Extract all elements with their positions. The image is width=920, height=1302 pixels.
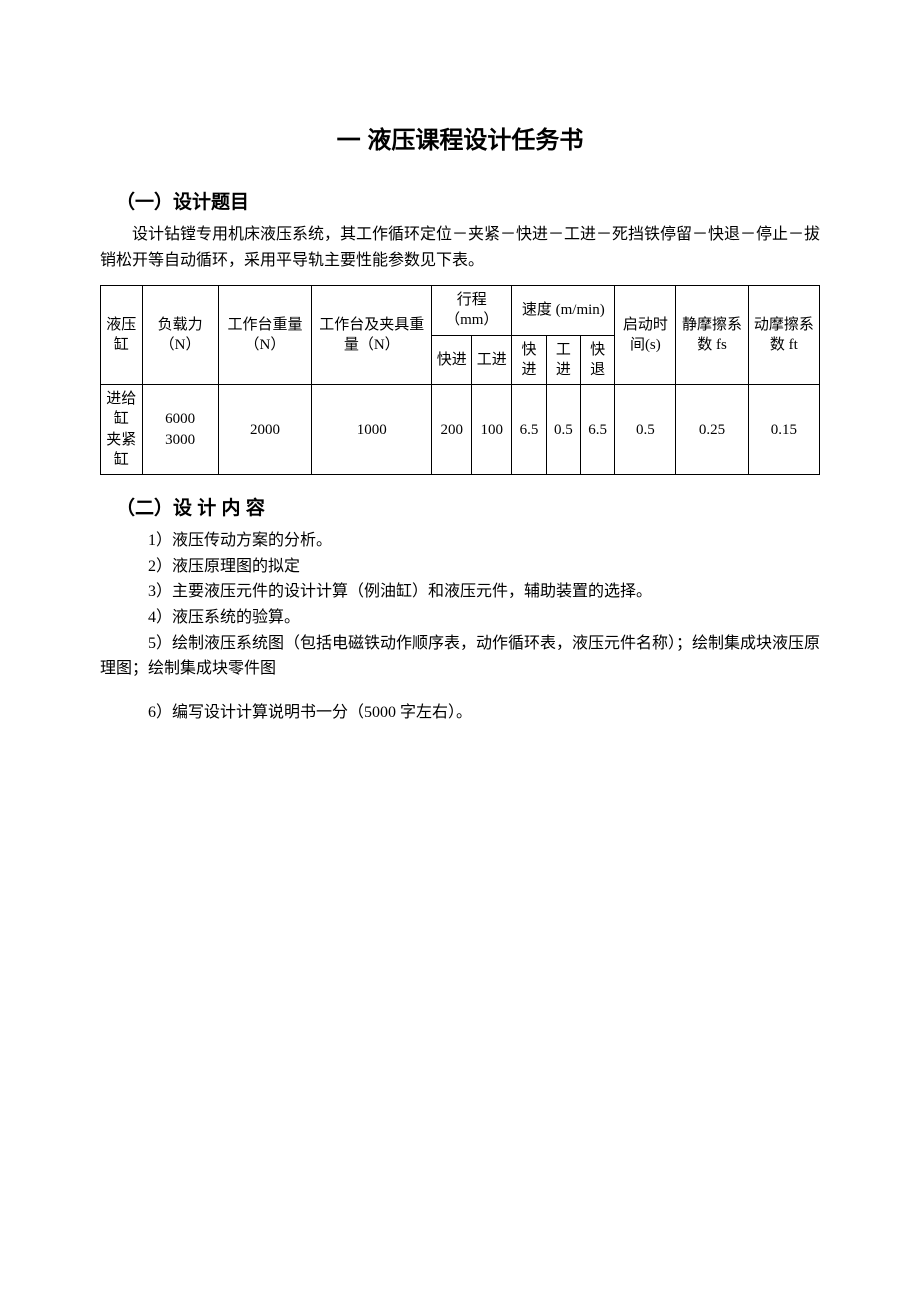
document-title: 一 液压课程设计任务书 [100,120,820,155]
th-stroke: 行程（mm） [432,286,512,336]
page-container: 一 液压课程设计任务书 （一）设计题目 设计钻镗专用机床液压系统，其工作循环定位… [0,0,920,785]
th-stroke-fast: 快进 [432,335,472,385]
td-speed-fast: 6.5 [512,385,546,475]
section-1-paragraph: 设计钻镗专用机床液压系统，其工作循环定位－夹紧－快进－工进－死挡铁停留－快退－停… [100,222,820,273]
th-stroke-work: 工进 [472,335,512,385]
th-fixture-weight: 工作台及夹具重量（N） [312,286,432,385]
td-start-time: 0.5 [615,385,676,475]
table-data-row: 进给缸 夹紧缸 6000 3000 2000 1000 200 100 6.5 … [101,385,820,475]
td-cylinder: 进给缸 夹紧缸 [101,385,143,475]
design-item-6: 6）编写设计计算说明书一分（5000 字左右）。 [100,700,820,726]
table-header-row-1: 液压缸 负载力（N） 工作台重量（N） 工作台及夹具重量（N） 行程（mm） 速… [101,286,820,336]
th-cylinder: 液压缸 [101,286,143,385]
design-item-5-text: 5）绘制液压系统图（包括电磁铁动作顺序表，动作循环表，液压元件名称）；绘制集成块… [100,635,820,678]
section-1-heading: （一）设计题目 [116,187,820,214]
td-table-weight: 2000 [218,385,312,475]
td-fs: 0.25 [676,385,748,475]
th-speed: 速度 (m/min) [512,286,615,336]
td-fixture-weight: 1000 [312,385,432,475]
td-stroke-fast: 200 [432,385,472,475]
th-speed-work: 工进 [546,335,580,385]
td-speed-work: 0.5 [546,385,580,475]
section-2-heading: （二）设 计 内 容 [116,493,820,520]
td-ft: 0.15 [748,385,819,475]
th-start-time: 启动时间(s) [615,286,676,385]
design-item-4: 4）液压系统的验算。 [100,605,820,631]
td-load: 6000 3000 [142,385,218,475]
td-stroke-work: 100 [472,385,512,475]
design-item-1: 1）液压传动方案的分析。 [100,528,820,554]
td-speed-return: 6.5 [580,385,614,475]
parameters-table: 液压缸 负载力（N） 工作台重量（N） 工作台及夹具重量（N） 行程（mm） 速… [100,285,820,475]
th-ft: 动摩擦系数 ft [748,286,819,385]
th-fs: 静摩擦系数 fs [676,286,748,385]
design-item-3: 3）主要液压元件的设计计算（例油缸）和液压元件，辅助装置的选择。 [100,579,820,605]
th-table-weight: 工作台重量（N） [218,286,312,385]
design-item-2: 2）液压原理图的拟定 [100,554,820,580]
th-speed-return: 快退 [580,335,614,385]
th-load: 负载力（N） [142,286,218,385]
design-item-5: 5）绘制液压系统图（包括电磁铁动作顺序表，动作循环表，液压元件名称）；绘制集成块… [100,631,820,682]
th-speed-fast: 快进 [512,335,546,385]
